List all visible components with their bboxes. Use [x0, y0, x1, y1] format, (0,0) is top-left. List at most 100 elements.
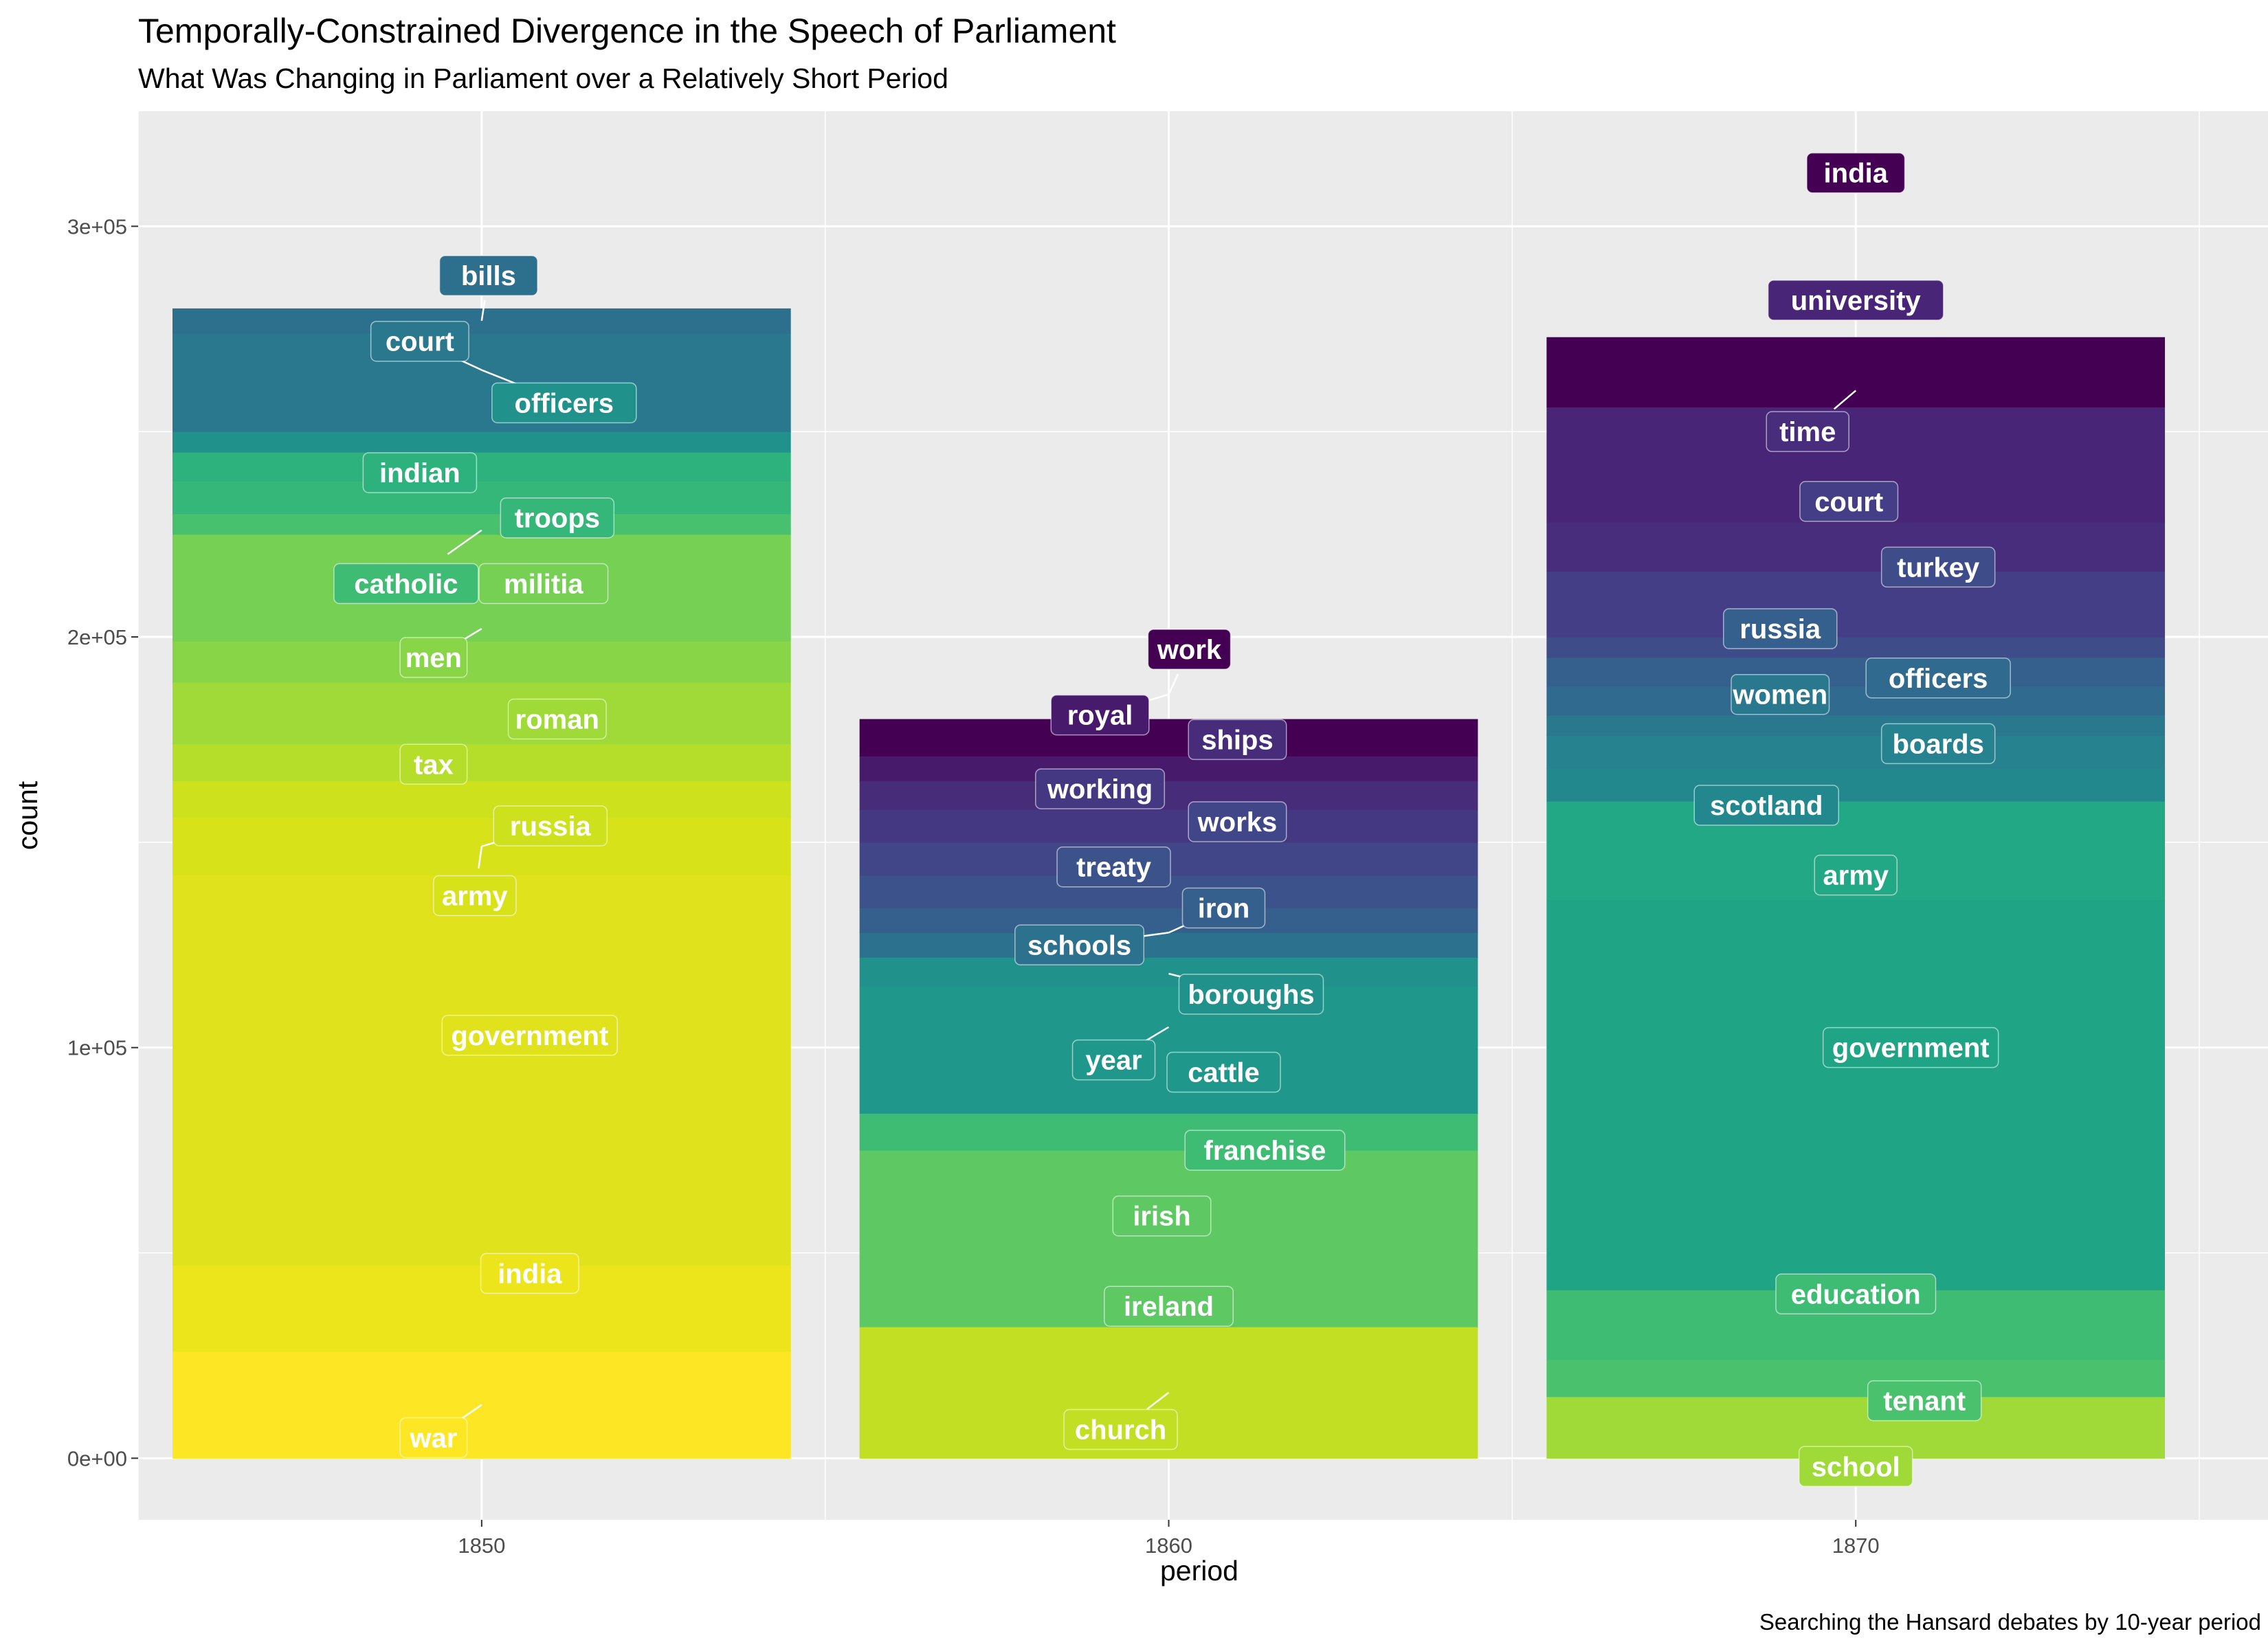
- label-box: [1731, 673, 1830, 715]
- label-text: catholic: [354, 569, 458, 599]
- label-1850-catholic: catholic: [333, 563, 479, 605]
- label-text: tenant: [1883, 1387, 1966, 1417]
- label-box: [1693, 785, 1839, 826]
- label-1860-ships: ships: [1188, 719, 1287, 761]
- label-1870-time: time: [1766, 411, 1849, 452]
- label-1850-officers: officers: [491, 382, 637, 424]
- bar-1870-time: [1546, 521, 2166, 572]
- bar-1850-bills: [172, 308, 791, 334]
- label-box: [491, 382, 637, 424]
- bar-1860-irish: [859, 1150, 1478, 1204]
- label-1860-franchise: franchise: [1184, 1130, 1346, 1171]
- bar-1850-men: [172, 640, 791, 683]
- bar-1850-roman: [172, 682, 791, 745]
- label-text: officers: [1889, 664, 1988, 694]
- bar-1860-iron: [859, 908, 1478, 933]
- label-box: [1799, 481, 1899, 522]
- label-1850-war: war: [399, 1417, 468, 1459]
- chart-caption: Searching the Hansard debates by 10-year…: [1759, 1609, 2261, 1635]
- bar-1860-franchise: [859, 1113, 1478, 1151]
- label-1870-court: court: [1799, 481, 1899, 522]
- label-box: [399, 743, 468, 785]
- label-1870-women: women: [1731, 673, 1830, 715]
- label-1870-boards: boards: [1880, 723, 1996, 765]
- label-box: [1178, 974, 1324, 1015]
- label-1870-university: university: [1767, 280, 1944, 321]
- bars-layer: [172, 308, 2166, 1459]
- bar-1850-court: [172, 333, 791, 432]
- label-box: [507, 698, 607, 740]
- label-1850-indian: indian: [362, 452, 478, 493]
- label-box: [1798, 1446, 1913, 1488]
- label-1860-year: year: [1071, 1039, 1156, 1081]
- label-text: ships: [1201, 725, 1273, 755]
- label-text: indian: [379, 458, 460, 489]
- label-text: treaty: [1076, 853, 1152, 883]
- label-text: university: [1791, 286, 1922, 316]
- x-tick-label: 1850: [458, 1534, 505, 1558]
- label-box: [433, 875, 517, 917]
- label-box: [1867, 1380, 1982, 1422]
- chart-subtitle: What Was Changing in Parliament over a R…: [138, 63, 948, 94]
- bar-1850-government: [172, 875, 791, 1266]
- label-text: scotland: [1710, 791, 1823, 821]
- x-tick-label: 1870: [1832, 1534, 1880, 1558]
- label-box: [493, 805, 608, 846]
- label-1860-work: work: [1147, 629, 1232, 670]
- label-box: [1181, 887, 1266, 929]
- label-box: [1104, 1286, 1234, 1327]
- label-1870-tenant: tenant: [1867, 1380, 1982, 1422]
- label-box: [399, 637, 468, 678]
- chart-title: Temporally-Constrained Divergence in the…: [138, 12, 1116, 50]
- label-1850-russia: russia: [493, 805, 608, 846]
- label-1870-officers: officers: [1865, 658, 2011, 699]
- label-box: [1071, 1039, 1156, 1081]
- label-text: year: [1085, 1046, 1142, 1076]
- label-text: school: [1812, 1452, 1900, 1482]
- label-text: franchise: [1204, 1136, 1326, 1166]
- label-box: [1063, 1409, 1178, 1450]
- bar-1870-court: [1546, 571, 2166, 638]
- label-1860-royal: royal: [1050, 694, 1150, 736]
- label-text: irish: [1133, 1202, 1190, 1232]
- label-1850-roman: roman: [507, 698, 607, 740]
- bar-1870-boards: [1546, 735, 2166, 769]
- label-text: troops: [515, 504, 600, 534]
- label-text: working: [1047, 774, 1153, 805]
- leader-1860-work: [1168, 673, 1179, 695]
- label-text: boards: [1892, 729, 1983, 759]
- y-tick-label: 0e+00: [67, 1446, 127, 1470]
- label-box: [1188, 719, 1287, 761]
- x-tick-label: 1860: [1145, 1534, 1192, 1558]
- bar-1850-officers: [172, 431, 791, 453]
- label-box: [1722, 608, 1838, 649]
- label-box: [399, 1417, 468, 1459]
- label-box: [370, 320, 469, 362]
- label-text: education: [1791, 1279, 1921, 1310]
- label-box: [1880, 546, 1996, 588]
- label-text: works: [1197, 807, 1278, 838]
- bar-1860-year: [859, 986, 1478, 1040]
- leader-1850-bills: [480, 300, 486, 321]
- label-box: [1112, 1195, 1212, 1237]
- bar-1850-catholic: [172, 513, 791, 535]
- leader-1850-war: [459, 1404, 482, 1421]
- label-1850-men: men: [399, 637, 468, 678]
- label-box: [1166, 1051, 1281, 1093]
- label-text: tax: [414, 750, 454, 780]
- y-axis-title: count: [12, 781, 43, 850]
- label-box: [1147, 629, 1232, 670]
- label-text: government: [1832, 1033, 1990, 1064]
- label-text: men: [405, 643, 462, 673]
- label-text: time: [1779, 417, 1836, 447]
- label-box: [1766, 411, 1849, 452]
- label-box: [441, 1015, 619, 1056]
- label-text: iron: [1198, 893, 1250, 923]
- label-box: [480, 1253, 579, 1294]
- bar-1860-boroughs: [859, 957, 1478, 987]
- label-box: [1775, 1273, 1937, 1315]
- label-box: [333, 563, 479, 605]
- bar-1850-tax: [172, 743, 791, 781]
- label-1860-cattle: cattle: [1166, 1051, 1281, 1093]
- bar-1870-turkey: [1546, 637, 2166, 658]
